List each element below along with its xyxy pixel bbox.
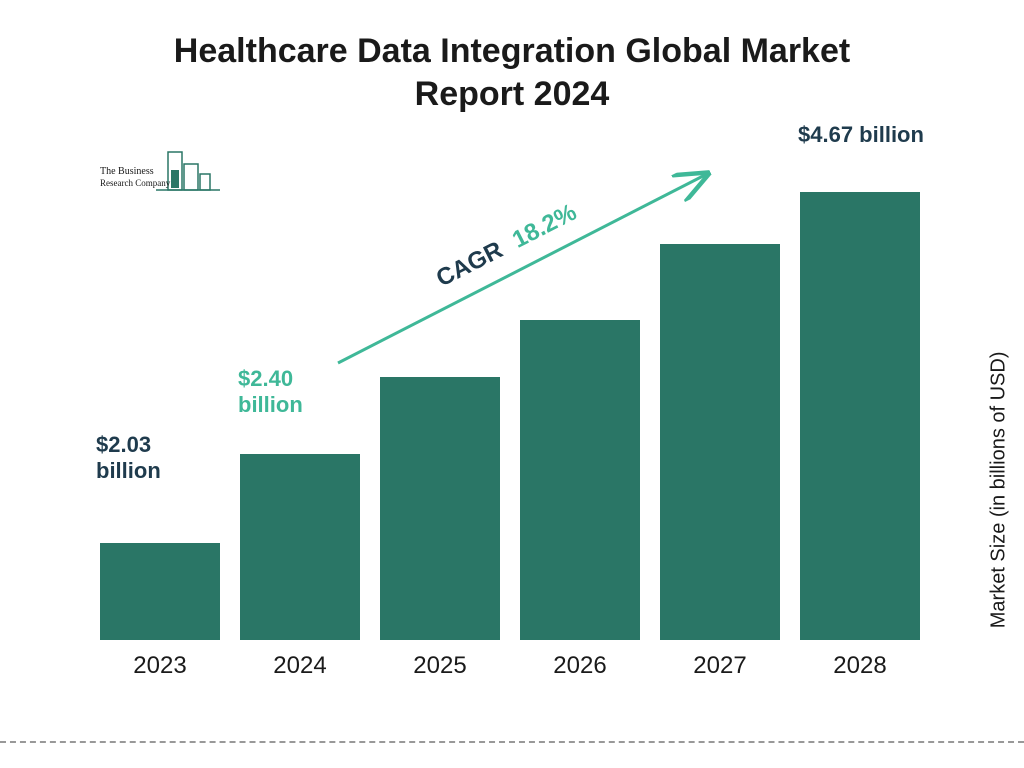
bar-group [520, 320, 640, 640]
chart-title: Healthcare Data Integration Global Marke… [0, 30, 1024, 115]
bar [520, 320, 640, 640]
value-label: $2.40billion [238, 366, 303, 419]
x-axis-label: 2025 [380, 652, 500, 680]
title-line1: Healthcare Data Integration Global Marke… [174, 32, 850, 70]
title-line2: Report 2024 [415, 75, 610, 113]
bar [240, 454, 360, 640]
bar [800, 192, 920, 640]
x-axis-label: 2024 [240, 652, 360, 680]
bar-group [380, 377, 500, 640]
value-label: $4.67 billion [798, 122, 924, 148]
x-axis-labels: 2023 2024 2025 2026 2027 2028 [100, 652, 920, 680]
bar-group [800, 192, 920, 640]
x-axis-label: 2023 [100, 652, 220, 680]
value-label: $2.03billion [96, 432, 161, 485]
bar-group [240, 454, 360, 640]
x-axis-label: 2027 [660, 652, 780, 680]
y-axis-label: Market Size (in billions of USD) [988, 352, 1011, 629]
bar-group [660, 244, 780, 640]
x-axis-label: 2028 [800, 652, 920, 680]
bar [660, 244, 780, 640]
x-axis-label: 2026 [520, 652, 640, 680]
bar-group [100, 543, 220, 640]
bar [100, 543, 220, 640]
bar [380, 377, 500, 640]
bottom-divider [0, 741, 1024, 743]
